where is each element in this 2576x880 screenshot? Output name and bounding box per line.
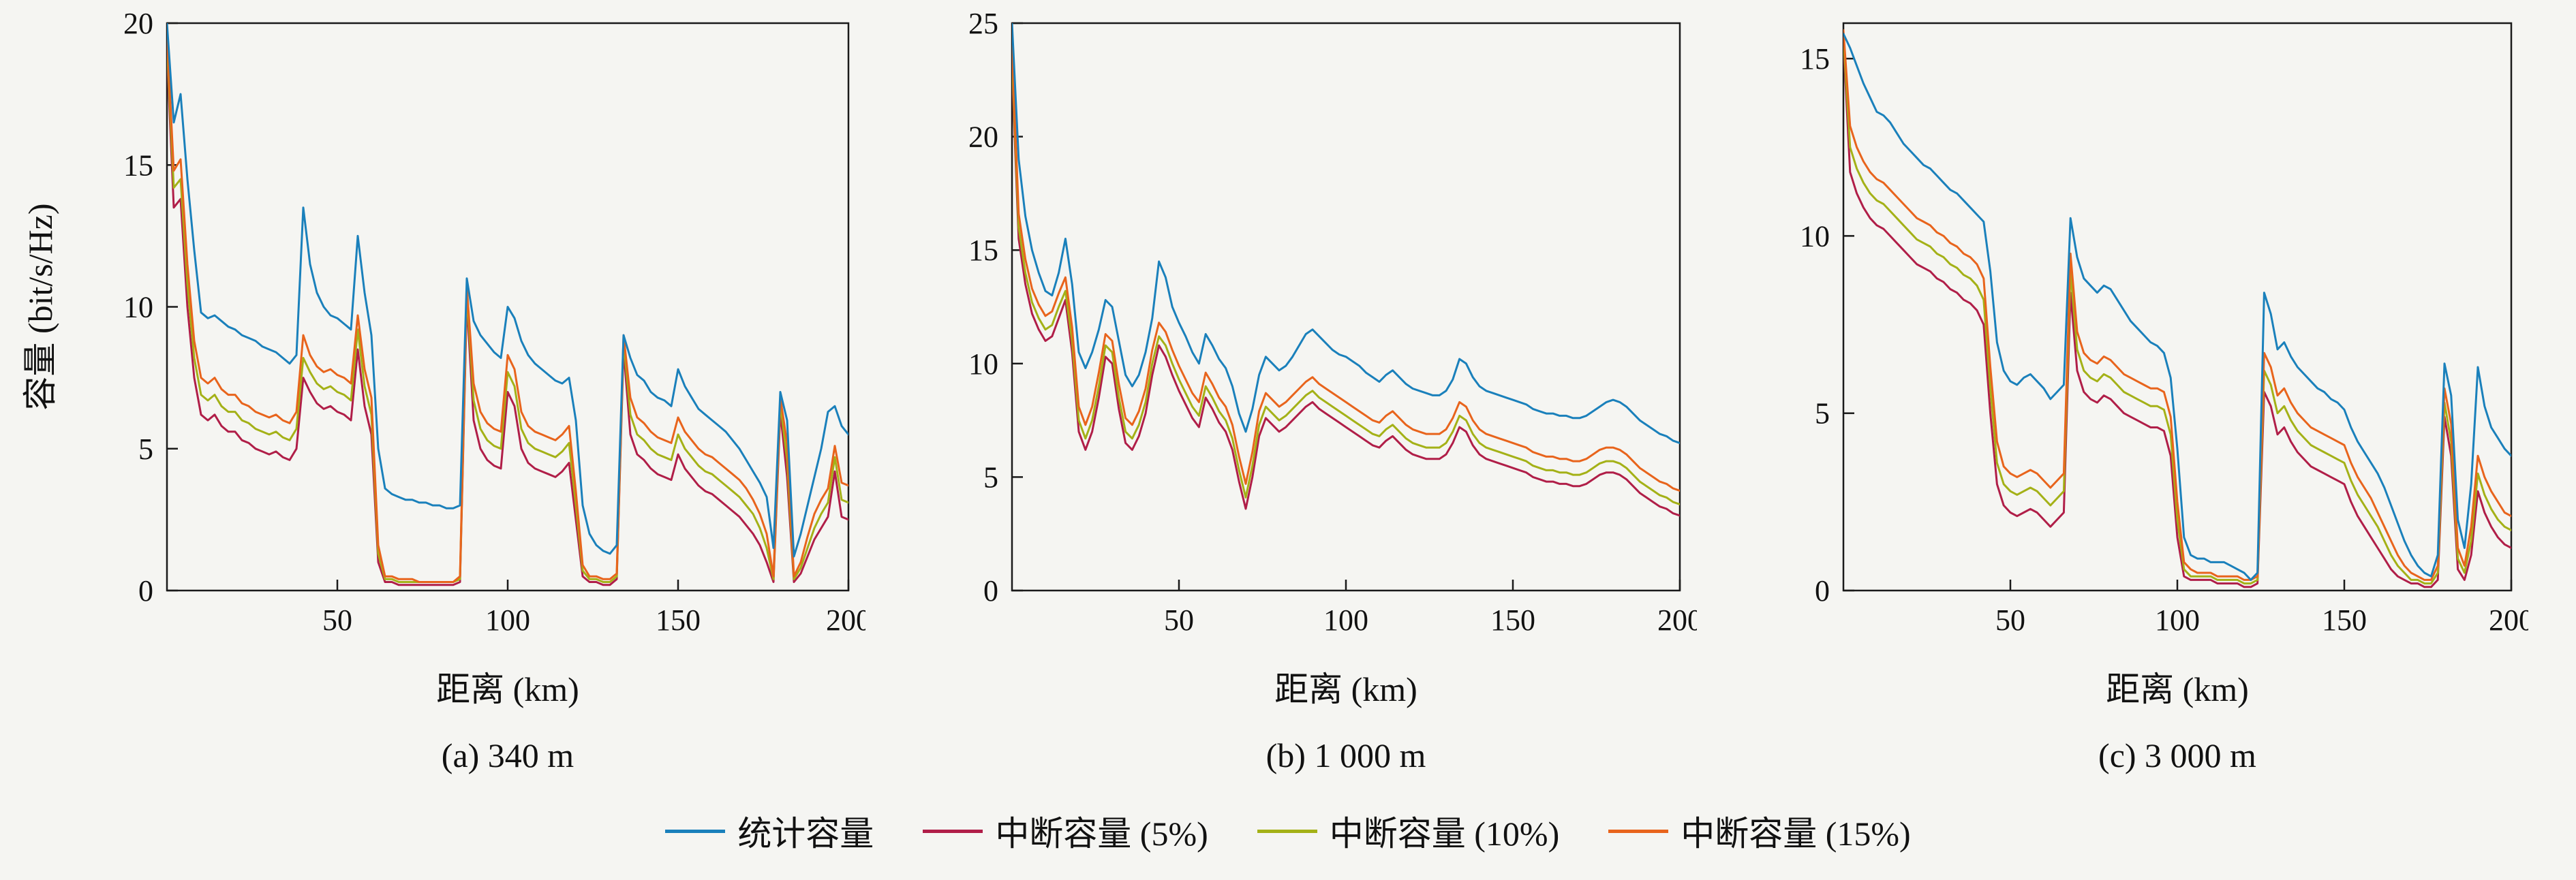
legend-label: 中断容量 (10%) [1329,815,1560,853]
y-tick-label: 10 [1800,219,1830,253]
x-axis-label-c: 距离 (km) [2106,670,2249,708]
caption-a: (a) 340 m [441,736,574,774]
series-line-0 [1012,23,1680,444]
chart-block-c: 0 5 10 15 50 100 150 200 距离 (km) (c) 3 000 m [1772,8,2528,775]
series-line-3 [1843,29,2511,581]
charts-row: 0 5 10 15 20 50 100 150 200 容量 (bit/s/Hz) 距离 (km)… [20,8,2576,775]
legend-line-sample-icon [1608,829,1669,833]
legend-line-sample-icon [1257,829,1317,833]
x-tick-label: 200 [826,603,865,637]
y-axis-label: 容量 (bit/s/Hz) [21,203,59,410]
y-tick-label: 20 [968,121,998,154]
legend-label: 中断容量 (5%) [995,815,1208,853]
x-tick-label: 50 [1995,603,2025,637]
y-tick-label: 25 [968,8,998,40]
x-tick-label: 50 [322,603,352,637]
caption-b: (b) 1 000 m [1266,736,1426,774]
y-tick-label: 5 [138,433,153,466]
x-tick-label: 100 [485,603,530,637]
y-tick-label: 5 [983,460,998,494]
legend: 统计容量 中断容量 (5%) 中断容量 (10%) 中断容量 (15%) [0,806,2576,855]
y-tick-label: 10 [968,347,998,381]
series-line-0 [167,23,848,558]
series-line-1 [1843,40,2511,588]
series-line-3 [1012,44,1680,492]
series-line-2 [167,42,848,583]
legend-item-3: 中断容量 (15%) [1608,806,1911,855]
x-tick-label: 50 [1164,603,1194,637]
series-line-0 [1843,33,2511,581]
x-axis-label-b: 距离 (km) [1274,670,1417,708]
legend-line-sample-icon [923,829,983,833]
legend-label: 统计容量 [737,815,874,853]
legend-item-2: 中断容量 (10%) [1257,806,1559,855]
series-line-1 [167,50,848,586]
legend-line-sample-icon [665,829,726,833]
chart-c-canvas: 0 5 10 15 50 100 150 200 [1800,22,2528,637]
y-tick-label: 15 [968,234,998,267]
x-tick-label: 100 [2155,603,2200,637]
series-line-1 [1012,67,1680,517]
chart-b-canvas: 0 5 10 15 20 25 50 100 150 200 [968,8,1697,637]
y-tick-label: 0 [983,574,998,608]
legend-label: 中断容量 (15%) [1681,815,1911,853]
chart-block-a: 0 5 10 15 20 50 100 150 200 容量 (bit/s/Hz) 距离 (km)… [20,8,865,775]
x-axis-label-a: 距离 (km) [436,670,579,708]
y-tick-label: 0 [1815,574,1830,608]
legend-item-0: 统计容量 [665,806,874,855]
y-tick-label: 20 [123,8,153,40]
x-tick-label: 100 [1323,603,1368,637]
chart-a-canvas: 0 5 10 15 20 50 100 150 200 容量 (bit/s/Hz) [21,8,865,637]
legend-item-1: 中断容量 (5%) [923,806,1208,855]
y-tick-label: 5 [1815,397,1830,430]
x-tick-label: 150 [656,603,701,637]
x-tick-label: 200 [2489,603,2528,637]
caption-c: (c) 3 000 m [2098,736,2256,774]
chart-block-b: 0 5 10 15 20 25 50 100 150 200 距离 (km) (b) 1 000 … [940,8,1697,775]
x-tick-label: 200 [1657,603,1697,637]
x-tick-label: 150 [1490,603,1535,637]
capacity-figure: 0 5 10 15 20 50 100 150 200 容量 (bit/s/Hz) 距离 (km)… [0,8,2576,855]
series-line-3 [167,33,848,583]
series-line-2 [1012,56,1680,505]
y-tick-label: 10 [123,291,153,324]
y-tick-label: 15 [1800,42,1830,76]
y-tick-label: 0 [138,574,153,608]
y-tick-label: 15 [123,148,153,182]
series-line-2 [1843,36,2511,585]
x-tick-label: 150 [2322,603,2367,637]
